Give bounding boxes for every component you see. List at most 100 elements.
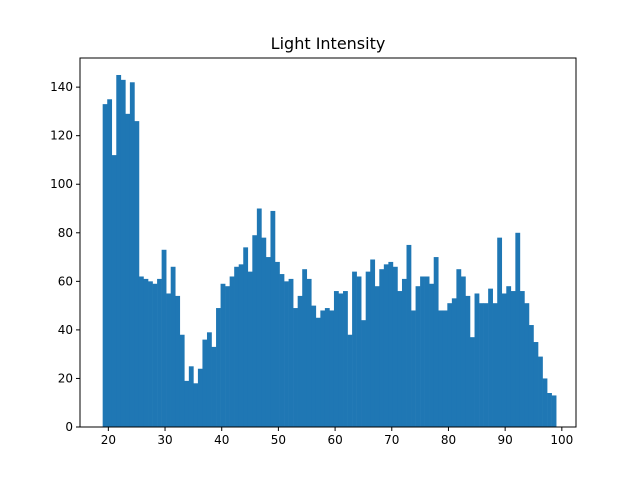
histogram-bar: [207, 332, 212, 427]
y-tick-label: 140: [50, 80, 73, 94]
histogram-bar: [543, 378, 548, 427]
y-tick-label: 120: [50, 129, 73, 143]
histogram-bar: [216, 308, 221, 427]
x-tick-label: 20: [101, 433, 116, 447]
histogram-bar: [397, 291, 402, 427]
histogram-bar: [184, 381, 189, 427]
histogram-bar: [325, 308, 330, 427]
histogram-bar: [366, 272, 371, 427]
histogram-bar: [189, 366, 194, 427]
histogram-bar: [384, 264, 389, 427]
histogram-bar: [470, 337, 475, 427]
histogram-bar: [248, 272, 253, 427]
histogram-bar: [497, 238, 502, 427]
histogram-bar: [357, 276, 362, 427]
histogram-bar: [479, 303, 484, 427]
histogram-bar: [547, 393, 552, 427]
x-tick-label: 70: [384, 433, 399, 447]
y-tick-label: 20: [58, 371, 73, 385]
histogram-bar: [307, 279, 312, 427]
x-tick-label: 80: [441, 433, 456, 447]
histogram-bar: [148, 281, 153, 427]
histogram-bar: [438, 310, 443, 427]
histogram-bar: [429, 284, 434, 427]
histogram-bar: [212, 347, 217, 427]
y-tick-label: 60: [58, 274, 73, 288]
histogram-bar: [529, 325, 534, 427]
histogram-bar: [112, 155, 117, 427]
histogram-bar: [334, 291, 339, 427]
x-tick-label: 50: [271, 433, 286, 447]
histogram-bar: [130, 82, 135, 427]
histogram-bar: [153, 284, 158, 427]
histogram-bar: [329, 310, 334, 427]
histogram-bar: [393, 267, 398, 427]
histogram-bar: [447, 303, 452, 427]
histogram-bar: [284, 281, 289, 427]
histogram-bar: [121, 80, 126, 427]
histogram-bar: [157, 279, 162, 427]
histogram-bar: [456, 269, 461, 427]
histogram-bar: [103, 104, 108, 427]
x-tick-label: 60: [327, 433, 342, 447]
histogram-bar: [538, 357, 543, 427]
histogram-bar: [488, 289, 493, 427]
histogram-bar: [266, 257, 271, 427]
histogram-bar: [411, 310, 416, 427]
histogram-bar: [420, 276, 425, 427]
histogram-bar: [143, 279, 148, 427]
histogram-bar: [425, 276, 430, 427]
histogram-bar: [252, 235, 257, 427]
histogram-bar: [370, 259, 375, 427]
histogram-bar: [289, 279, 294, 427]
x-tick-label: 40: [214, 433, 229, 447]
y-tick-label: 40: [58, 323, 73, 337]
histogram-bar: [402, 279, 407, 427]
histogram-bar: [343, 291, 348, 427]
histogram-bar: [166, 293, 171, 427]
histogram-bar: [379, 269, 384, 427]
histogram-bar: [302, 269, 307, 427]
x-tick-label: 100: [550, 433, 573, 447]
histogram-bar: [348, 335, 353, 427]
histogram-bar: [298, 296, 303, 427]
y-axis: 0 20 40 60 80 100 120 140: [50, 80, 80, 434]
y-tick-label: 80: [58, 226, 73, 240]
histogram-bar: [107, 99, 112, 427]
histogram-bar: [171, 267, 176, 427]
histogram-bar: [533, 342, 538, 427]
histogram-bar: [311, 306, 316, 427]
histogram-bar: [316, 318, 321, 427]
histogram-bar: [243, 247, 248, 427]
y-tick-label: 0: [65, 420, 73, 434]
histogram-bar: [230, 276, 235, 427]
histogram-bar: [493, 303, 498, 427]
histogram-bar: [270, 211, 275, 427]
histogram-bar: [511, 291, 516, 427]
histogram-bar: [375, 286, 380, 427]
histogram-bar: [125, 114, 130, 427]
histogram-bar: [280, 274, 285, 427]
histogram-bar: [520, 291, 525, 427]
histogram-bar: [134, 121, 139, 427]
histogram-bar: [175, 296, 180, 427]
histogram-bar: [484, 303, 489, 427]
histogram-bar: [320, 310, 325, 427]
x-axis: 20 30 40 50 60 70 80 90 100: [101, 427, 574, 447]
histogram-bar: [275, 262, 280, 427]
histogram-bar: [293, 308, 298, 427]
histogram-bar: [234, 267, 239, 427]
histogram-bar: [193, 383, 198, 427]
histogram-bar: [139, 276, 144, 427]
chart-title: Light Intensity: [271, 34, 386, 53]
histogram-bar: [239, 264, 244, 427]
histogram-bar: [198, 369, 203, 427]
histogram-bar: [475, 293, 480, 427]
histogram-bar: [506, 286, 511, 427]
histogram-bar: [416, 286, 421, 427]
histogram-bar: [221, 284, 226, 427]
histogram-bar: [162, 250, 167, 427]
histogram-bar: [465, 296, 470, 427]
histogram-bar: [116, 75, 121, 427]
